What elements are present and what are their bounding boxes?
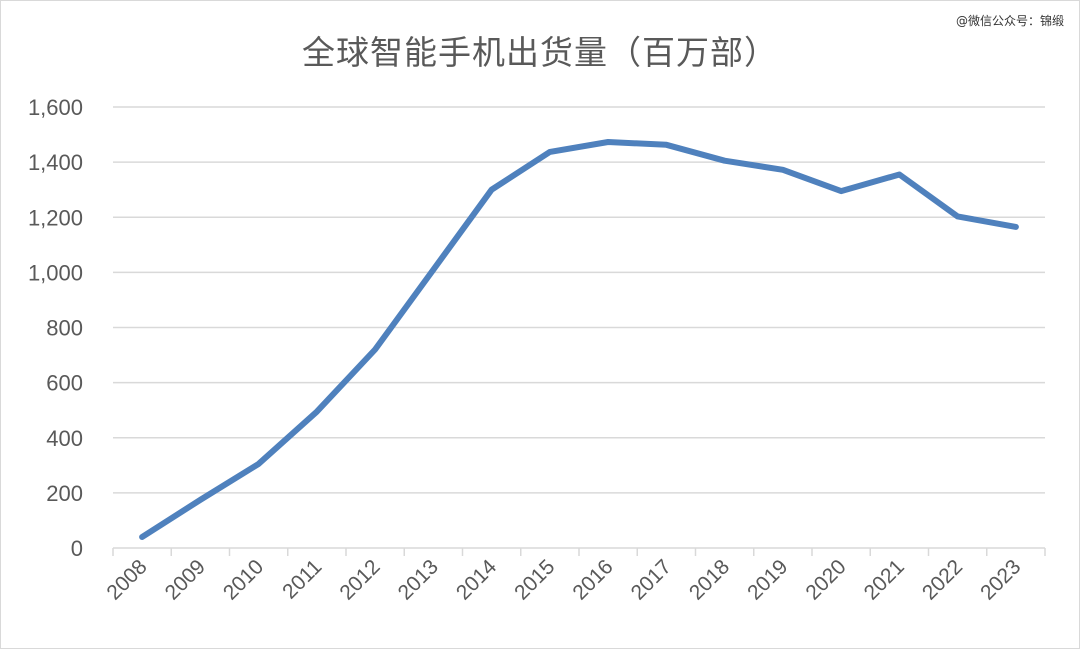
watermark: @微信公众号：锦缎 <box>955 14 1064 28</box>
x-tick-label: 2017 <box>627 555 676 604</box>
x-tick-label: 2023 <box>976 555 1025 604</box>
x-tick-label: 2009 <box>161 555 210 604</box>
y-tick-labels: 0 200 400 600 800 1,000 1,200 1,400 1,600 <box>28 95 83 561</box>
x-tick-label: 2021 <box>860 555 909 604</box>
x-tick-label: 2015 <box>510 555 559 604</box>
series-lines <box>139 139 1019 540</box>
y-tick-label: 0 <box>71 536 83 561</box>
y-tick-label: 200 <box>46 481 83 506</box>
y-tick-label: 600 <box>46 371 83 396</box>
x-tick-label: 2019 <box>743 555 792 604</box>
x-tick-label: 2008 <box>102 555 151 604</box>
x-tick-label: 2020 <box>801 555 850 604</box>
y-tick-label: 800 <box>46 316 83 341</box>
y-tick-label: 1,400 <box>28 150 83 175</box>
x-tick-label: 2014 <box>452 555 502 605</box>
x-tick-label: 2012 <box>335 555 384 604</box>
x-tick-label: 2010 <box>219 555 268 604</box>
x-tick-label: 2022 <box>918 555 967 604</box>
chart-title: 全球智能手机出货量（百万部） <box>302 33 778 72</box>
y-tick-label: 1,200 <box>28 205 83 230</box>
x-axis <box>112 547 1046 556</box>
y-tick-label: 400 <box>46 426 83 451</box>
x-tick-label: 2018 <box>685 555 734 604</box>
y-tick-label: 1,000 <box>28 260 83 285</box>
gridlines <box>113 106 1045 494</box>
y-tick-label: 1,600 <box>28 95 83 120</box>
x-tick-label: 2011 <box>278 555 326 603</box>
x-tick-labels: 2008 2009 2010 2011 2012 2013 2014 2015 2016 2017… <box>102 555 1025 605</box>
x-tick-label: 2013 <box>394 555 443 604</box>
x-tick-label: 2016 <box>568 555 617 604</box>
series-line <box>139 139 1019 540</box>
